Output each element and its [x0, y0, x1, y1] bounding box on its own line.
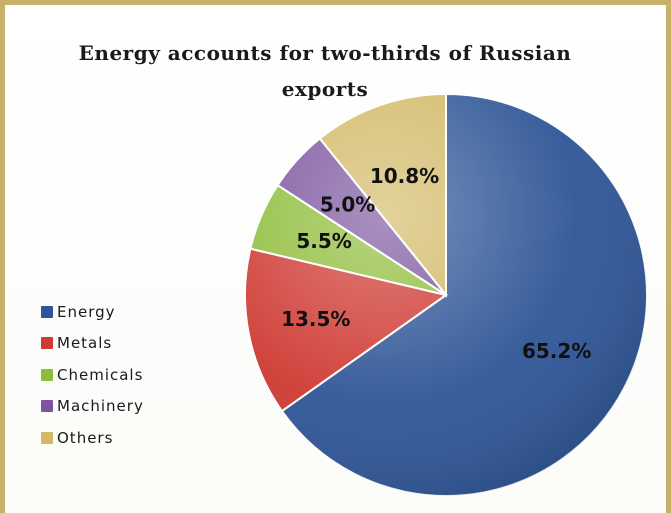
legend-swatch-energy [41, 305, 53, 318]
legend-swatch-others [41, 431, 53, 444]
chart-title: Energy accounts for two-thirds of Russia… [78, 41, 572, 101]
data-label-machinery: 5.0% [320, 193, 375, 217]
legend-item-metals: Metals [41, 328, 144, 360]
legend-label-others: Others [57, 428, 114, 447]
legend-item-chemicals: Chemicals [41, 359, 144, 391]
legend-item-machinery: Machinery [41, 391, 144, 423]
data-label-energy: 65.2% [522, 339, 591, 363]
legend-swatch-metals [41, 337, 53, 350]
legend-swatch-chemicals [41, 368, 53, 381]
legend-label-energy: Energy [57, 302, 116, 321]
chart-legend: Energy Metals Chemicals Machinery Others [41, 296, 144, 454]
legend-label-machinery: Machinery [57, 397, 144, 416]
legend-item-energy: Energy [41, 296, 144, 328]
legend-item-others: Others [41, 422, 144, 454]
data-label-chemicals: 5.5% [296, 229, 351, 253]
legend-label-chemicals: Chemicals [57, 365, 144, 384]
legend-swatch-machinery [41, 400, 53, 413]
data-label-metals: 13.5% [281, 307, 350, 331]
legend-label-metals: Metals [57, 334, 113, 353]
data-label-others: 10.8% [370, 164, 439, 188]
